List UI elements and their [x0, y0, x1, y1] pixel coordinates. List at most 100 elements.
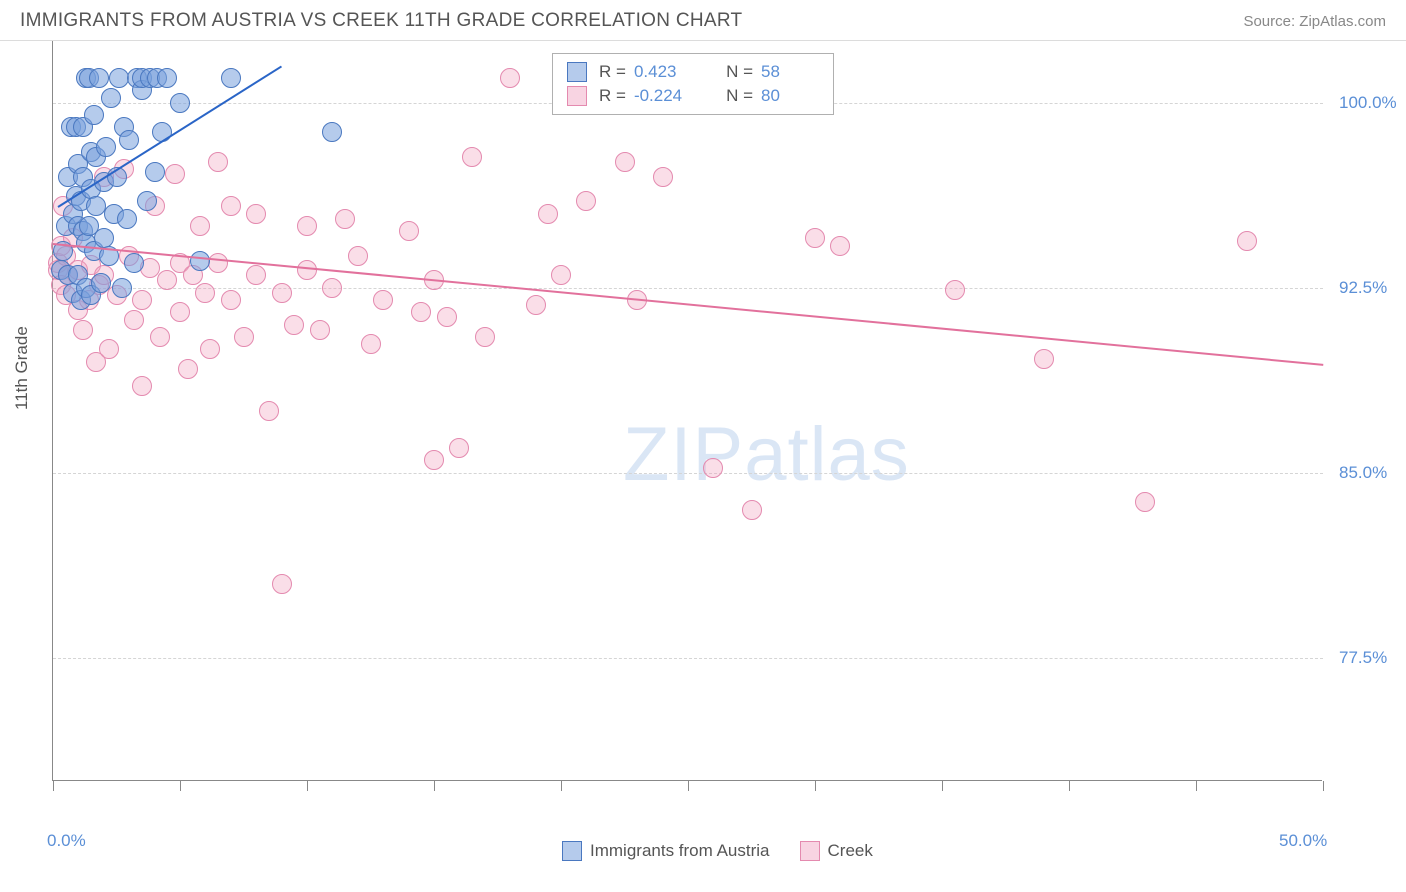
data-point-austria: [221, 68, 241, 88]
data-point-creek: [150, 327, 170, 347]
data-point-creek: [805, 228, 825, 248]
data-point-creek: [449, 438, 469, 458]
plot-area: ZIPatlas 100.0%92.5%85.0%77.5%0.0%50.0%: [52, 41, 1322, 781]
watermark: ZIPatlas: [623, 411, 910, 498]
data-point-creek: [170, 302, 190, 322]
data-point-austria: [91, 273, 111, 293]
chart-container: ZIPatlas 100.0%92.5%85.0%77.5%0.0%50.0% …: [52, 41, 1387, 811]
data-point-austria: [137, 191, 157, 211]
data-point-creek: [615, 152, 635, 172]
chart-title: IMMIGRANTS FROM AUSTRIA VS CREEK 11TH GR…: [20, 10, 742, 32]
data-point-creek: [195, 283, 215, 303]
data-point-creek: [208, 152, 228, 172]
data-point-creek: [221, 290, 241, 310]
data-point-creek: [157, 270, 177, 290]
legend-series-item: Immigrants from Austria: [562, 841, 770, 861]
data-point-creek: [437, 307, 457, 327]
legend-n-value: 80: [761, 84, 819, 108]
data-point-creek: [178, 359, 198, 379]
data-point-austria: [145, 162, 165, 182]
data-point-creek: [297, 260, 317, 280]
x-tick-label: 0.0%: [47, 831, 86, 851]
data-point-creek: [462, 147, 482, 167]
legend-series-label: Immigrants from Austria: [590, 841, 770, 861]
gridline: [53, 658, 1323, 659]
x-tick-mark: [1323, 781, 1324, 791]
data-point-creek: [200, 339, 220, 359]
data-point-creek: [272, 283, 292, 303]
legend-swatch: [567, 86, 587, 106]
x-tick-mark: [1196, 781, 1197, 791]
data-point-austria: [170, 93, 190, 113]
x-tick-mark: [561, 781, 562, 791]
data-point-creek: [576, 191, 596, 211]
legend-r-value: -0.224: [634, 84, 692, 108]
data-point-creek: [500, 68, 520, 88]
x-tick-mark: [688, 781, 689, 791]
data-point-creek: [348, 246, 368, 266]
data-point-austria: [119, 130, 139, 150]
legend-series-item: Creek: [800, 841, 873, 861]
data-point-creek: [124, 310, 144, 330]
trendline-creek: [53, 243, 1323, 366]
data-point-creek: [259, 401, 279, 421]
x-tick-mark: [815, 781, 816, 791]
x-tick-mark: [434, 781, 435, 791]
legend-series-label: Creek: [828, 841, 873, 861]
legend-swatch: [567, 62, 587, 82]
y-tick-label: 85.0%: [1339, 463, 1387, 483]
data-point-creek: [653, 167, 673, 187]
legend-stats: R = 0.423 N = 58R = -0.224 N = 80: [552, 53, 834, 115]
y-axis-label: 11th Grade: [12, 326, 32, 410]
data-point-austria: [157, 68, 177, 88]
data-point-creek: [335, 209, 355, 229]
data-point-austria: [190, 251, 210, 271]
legend-r-label: R =: [599, 84, 626, 108]
x-tick-mark: [1069, 781, 1070, 791]
data-point-creek: [551, 265, 571, 285]
data-point-creek: [361, 334, 381, 354]
data-point-creek: [526, 295, 546, 315]
data-point-austria: [89, 68, 109, 88]
chart-header: IMMIGRANTS FROM AUSTRIA VS CREEK 11TH GR…: [0, 0, 1406, 41]
watermark-right: atlas: [744, 412, 910, 497]
data-point-creek: [132, 290, 152, 310]
legend-n-label: N =: [726, 60, 753, 84]
legend-swatch: [800, 841, 820, 861]
data-point-creek: [1237, 231, 1257, 251]
data-point-creek: [99, 339, 119, 359]
x-tick-mark: [942, 781, 943, 791]
x-tick-mark: [307, 781, 308, 791]
data-point-creek: [742, 500, 762, 520]
x-tick-mark: [180, 781, 181, 791]
legend-series: Immigrants from Austria Creek: [562, 841, 873, 861]
data-point-creek: [284, 315, 304, 335]
legend-r-value: 0.423: [634, 60, 692, 84]
data-point-creek: [132, 376, 152, 396]
legend-stats-row: R = -0.224 N = 80: [567, 84, 819, 108]
data-point-creek: [246, 204, 266, 224]
data-point-austria: [101, 88, 121, 108]
data-point-creek: [1034, 349, 1054, 369]
data-point-austria: [322, 122, 342, 142]
data-point-creek: [246, 265, 266, 285]
y-tick-label: 92.5%: [1339, 278, 1387, 298]
data-point-creek: [703, 458, 723, 478]
legend-n-label: N =: [726, 84, 753, 108]
y-tick-label: 100.0%: [1339, 93, 1397, 113]
data-point-creek: [310, 320, 330, 340]
data-point-creek: [538, 204, 558, 224]
data-point-creek: [190, 216, 210, 236]
data-point-creek: [830, 236, 850, 256]
data-point-austria: [84, 105, 104, 125]
data-point-creek: [221, 196, 241, 216]
data-point-creek: [373, 290, 393, 310]
data-point-creek: [208, 253, 228, 273]
data-point-austria: [96, 137, 116, 157]
legend-swatch: [562, 841, 582, 861]
data-point-austria: [117, 209, 137, 229]
watermark-left: ZIP: [623, 412, 744, 497]
chart-source: Source: ZipAtlas.com: [1243, 13, 1386, 30]
data-point-creek: [945, 280, 965, 300]
data-point-creek: [165, 164, 185, 184]
